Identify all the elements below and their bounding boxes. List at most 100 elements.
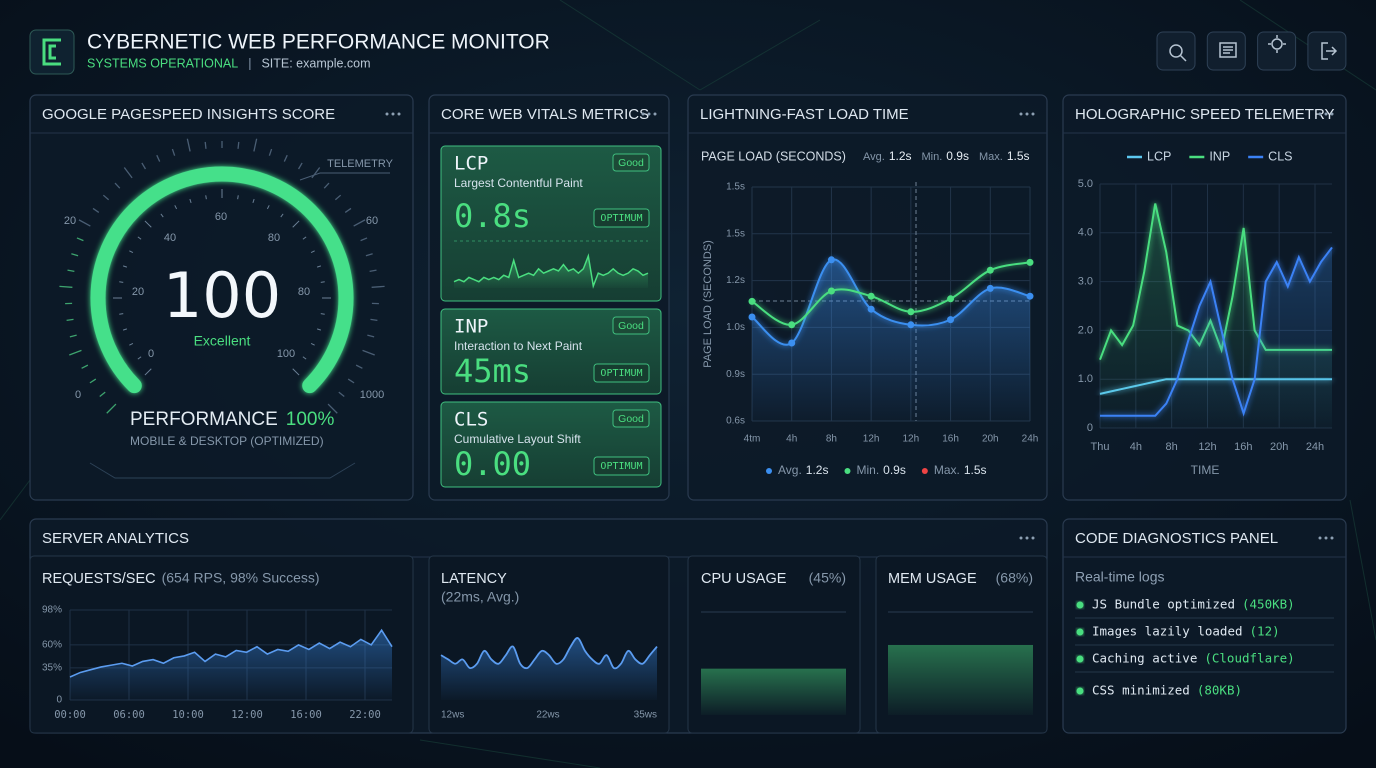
x-tick-label: 4h (1130, 441, 1142, 453)
log-subtitle: Real-time logs (1075, 569, 1164, 585)
y-tick-label: 0.9s (726, 369, 745, 380)
gauge-inner-tick (160, 213, 164, 218)
sparkline-area (454, 256, 648, 288)
panel-menu-button[interactable] (1318, 536, 1334, 540)
gauge-inner-label: 60 (215, 211, 227, 223)
x-tick-label: Thu (1091, 441, 1110, 453)
panel-menu-button[interactable] (1318, 112, 1334, 116)
gauge-inner-tick (122, 328, 128, 331)
gauge-outer-tick (283, 154, 288, 162)
logo-icon (42, 38, 61, 66)
legend-swatch (921, 468, 928, 474)
series-line (69, 628, 393, 678)
stat-label: Min. (922, 151, 943, 163)
y-tick-label: 1.0s (726, 322, 745, 333)
menu-dot (1330, 536, 1334, 540)
series-point (748, 297, 756, 305)
panel-title: LIGHTNING-FAST LOAD TIME (700, 106, 909, 123)
gauge-inner-tick (266, 205, 270, 210)
menu-dot (1318, 536, 1322, 540)
menu-dot (1324, 112, 1328, 116)
log-text: Images lazily loaded (1092, 624, 1243, 639)
y-tick-label: 2.0 (1078, 324, 1093, 336)
y-tick-label: 3.0 (1078, 276, 1093, 288)
series-point (867, 292, 875, 300)
gauge-outer-tick (338, 391, 345, 398)
gauge-inner-tick (292, 368, 300, 376)
legend-value: 0.9s (883, 463, 906, 477)
panel-menu-button[interactable] (1019, 536, 1035, 540)
x-tick-label: 00:00 (54, 709, 86, 721)
gauge-outer-label: 60 (366, 215, 378, 227)
gauge-outer-tick (89, 378, 97, 384)
gauge-outer-tick (99, 391, 106, 398)
site: SITE: example.com (261, 56, 370, 70)
app-title: CYBERNETIC WEB PERFORMANCE MONITOR (87, 31, 550, 54)
menu-dot (1025, 112, 1029, 116)
gauge-inner-tick (119, 281, 124, 283)
log-text: JS Bundle optimized (1092, 597, 1235, 612)
gauge-inner-tick (129, 342, 134, 346)
menu-dot (1324, 536, 1328, 540)
gauge-inner-tick (122, 265, 128, 268)
vital-status: OPTIMUM (600, 461, 642, 472)
gauge-arc (90, 166, 354, 394)
series-point (827, 287, 835, 295)
stat-label: Avg. (863, 151, 885, 163)
log-status-dot (1076, 655, 1084, 663)
gauge-outer-tick (67, 269, 75, 273)
usage-value: (68%) (996, 570, 1033, 586)
series-point (907, 321, 915, 329)
menu-dot (1019, 112, 1023, 116)
settings-button[interactable] (1257, 31, 1297, 71)
panel-title: CORE WEB VITALS METRICS (441, 106, 649, 123)
stat-label: Max. (979, 151, 1003, 163)
icon (1321, 42, 1338, 60)
gauge-outer-tick (323, 182, 330, 189)
vital-value: 0.00 (454, 445, 531, 483)
series-point (788, 339, 796, 347)
x-tick-label: 12h (863, 434, 880, 445)
gauge-inner-label: 0 (148, 348, 154, 360)
legend-value: 1.5s (964, 463, 987, 477)
panel-menu-button[interactable] (385, 112, 401, 116)
vital-value: 45ms (454, 352, 531, 390)
gauge-inner-tick (316, 328, 322, 331)
gauge-inner-tick (302, 356, 307, 360)
gauge-outer-tick (59, 285, 73, 288)
gauge-outer-tick (114, 182, 121, 189)
legend-label: Min. (856, 463, 879, 477)
report-button[interactable] (1206, 31, 1246, 71)
stat-value: 1.2s (889, 149, 912, 163)
vital-badge: Good (618, 157, 644, 169)
series-line (1100, 246, 1333, 417)
series-line (440, 637, 658, 670)
log-text: Caching active (1092, 651, 1197, 666)
legend-label: LCP (1147, 149, 1171, 163)
legend-label: Avg. (778, 463, 802, 477)
x-tick-label: 12ws (441, 710, 464, 721)
gauge-inner-tick (320, 281, 325, 283)
x-tick-label: 12:00 (231, 709, 263, 721)
panel-menu-button[interactable] (1019, 112, 1035, 116)
gauge-outer-tick (78, 219, 91, 227)
menu-dot (1330, 112, 1334, 116)
vital-status: OPTIMUM (600, 368, 642, 379)
legend-label: CLS (1268, 149, 1292, 163)
usage-value: (45%) (809, 570, 846, 586)
vital-value: 0.8s (454, 197, 531, 235)
performance-value: 100% (286, 409, 335, 430)
gauge-inner-tick (129, 250, 134, 254)
gauge-outer-tick (141, 162, 147, 170)
search-button[interactable] (1156, 31, 1196, 71)
panel-menu-button[interactable] (641, 112, 657, 116)
gauge-outer-tick (347, 378, 355, 384)
y-tick-label: 0.6s (726, 416, 745, 427)
vital-full-name: Largest Contentful Paint (454, 176, 583, 190)
menu-dot (653, 112, 657, 116)
panel-title: HOLOGRAPHIC SPEED TELEMETRY (1075, 106, 1335, 123)
gauge-outer-tick (360, 237, 368, 242)
gauge-inner-tick (119, 313, 124, 315)
logout-button[interactable] (1307, 31, 1347, 71)
gauge-outer-tick (369, 269, 377, 273)
